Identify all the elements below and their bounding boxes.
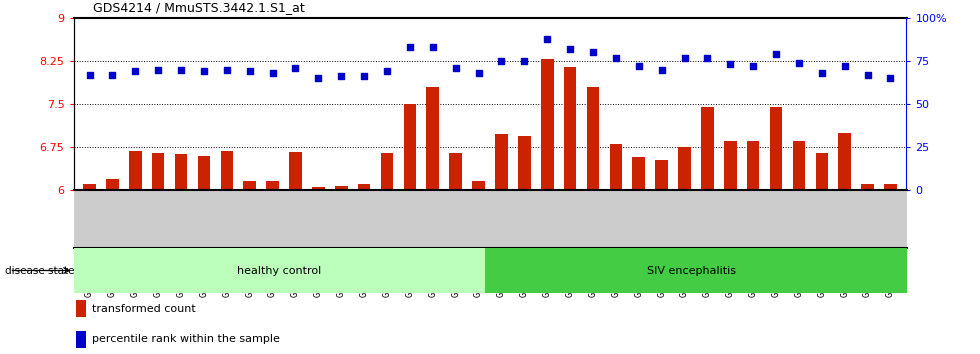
Point <box>105 72 121 78</box>
Point <box>837 63 853 69</box>
Bar <box>861 184 874 190</box>
Bar <box>610 144 622 190</box>
Bar <box>267 181 279 190</box>
Bar <box>632 157 645 190</box>
Bar <box>152 153 165 190</box>
Bar <box>380 153 393 190</box>
Point <box>402 44 417 50</box>
Bar <box>724 141 737 190</box>
Point <box>470 70 486 76</box>
Point <box>333 74 349 79</box>
Bar <box>83 184 96 190</box>
Point <box>196 68 212 74</box>
Point <box>791 60 807 65</box>
Point <box>654 67 669 73</box>
Text: GDS4214 / MmuSTS.3442.1.S1_at: GDS4214 / MmuSTS.3442.1.S1_at <box>93 1 305 15</box>
Bar <box>656 160 668 190</box>
Point <box>265 70 280 76</box>
Point <box>608 55 623 61</box>
Point <box>585 50 601 55</box>
Text: percentile rank within the sample: percentile rank within the sample <box>92 335 280 344</box>
Bar <box>701 107 713 190</box>
Bar <box>769 107 782 190</box>
Point <box>81 72 97 78</box>
Point <box>539 36 555 41</box>
Bar <box>312 187 324 190</box>
Bar <box>495 134 508 190</box>
Bar <box>747 141 760 190</box>
Bar <box>564 67 576 190</box>
Bar <box>793 141 806 190</box>
Point <box>242 68 258 74</box>
Bar <box>243 181 256 190</box>
Bar <box>587 87 600 190</box>
Bar <box>106 178 119 190</box>
Point <box>563 46 578 52</box>
Bar <box>75 300 86 318</box>
Bar <box>472 181 485 190</box>
Bar <box>518 136 530 190</box>
Point <box>746 63 761 69</box>
FancyBboxPatch shape <box>485 248 906 293</box>
Bar <box>75 331 86 348</box>
Bar <box>220 151 233 190</box>
Bar <box>129 151 141 190</box>
Point <box>768 51 784 57</box>
Point <box>150 67 166 73</box>
Bar <box>450 153 462 190</box>
Bar <box>289 152 302 190</box>
Point <box>631 63 647 69</box>
Point <box>219 67 234 73</box>
Point <box>722 62 738 67</box>
Bar <box>404 104 416 190</box>
Point <box>516 58 532 64</box>
Bar <box>815 153 828 190</box>
Bar <box>335 186 348 190</box>
Text: transformed count: transformed count <box>92 304 196 314</box>
Text: SIV encephalitis: SIV encephalitis <box>647 266 736 275</box>
Text: disease state: disease state <box>5 266 74 275</box>
FancyBboxPatch shape <box>74 248 485 293</box>
Point <box>379 68 395 74</box>
Point <box>311 75 326 81</box>
Point <box>494 58 510 64</box>
Point <box>700 55 715 61</box>
Bar <box>198 156 211 190</box>
Point <box>173 67 189 73</box>
Bar <box>839 133 851 190</box>
Point <box>127 68 143 74</box>
Point <box>448 65 464 71</box>
Point <box>357 74 372 79</box>
Point <box>288 65 304 71</box>
Point <box>425 44 441 50</box>
Bar <box>884 184 897 190</box>
Text: healthy control: healthy control <box>237 266 321 275</box>
Bar <box>174 154 187 190</box>
Bar <box>358 184 370 190</box>
Point <box>814 70 830 76</box>
Bar <box>678 147 691 190</box>
Bar <box>541 59 554 190</box>
Point <box>859 72 875 78</box>
Point <box>676 55 692 61</box>
Point <box>883 75 899 81</box>
Bar <box>426 87 439 190</box>
